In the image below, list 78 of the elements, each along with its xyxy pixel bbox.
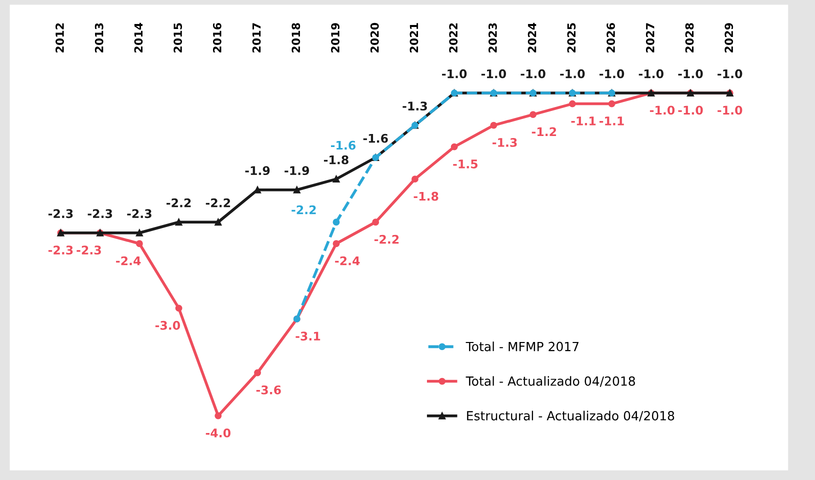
data-label: -2.3 [127,209,152,218]
x-tick-label: 2014 [134,22,143,52]
x-tick-label: 2019 [331,23,340,52]
data-label: -1.0 [678,69,703,78]
x-tick-label: 2015 [174,23,182,52]
data-label: -1.0 [442,69,467,78]
data-label: -1.3 [492,138,517,147]
data-label: -1.0 [678,106,703,115]
data-label: -2.3 [48,246,73,255]
data-label: -4.0 [206,428,230,438]
point [450,143,458,150]
data-label: -1.9 [284,166,310,176]
legend-label: Total - Actualizado 04/2018 [466,376,635,387]
x-tick-label: 2026 [606,22,615,52]
data-label: -2.3 [76,246,101,255]
data-label: -1.0 [718,106,742,115]
data-label: -1.0 [599,69,624,78]
data-label: -1.0 [520,69,546,78]
point [608,100,616,108]
x-tick-label: 2029 [724,23,734,52]
data-label: -1.0 [560,69,585,78]
data-label: -2.4 [116,256,141,266]
data-label: -1.0 [638,69,664,78]
point [254,369,261,376]
point [530,111,537,118]
x-tick-label: 2023 [488,23,497,52]
data-label: -2.2 [292,205,316,214]
data-label: -1.5 [453,160,478,168]
point [372,218,380,226]
x-tick-label: 2027 [646,23,654,52]
data-label: -2.4 [335,256,360,266]
x-tick-label: 2013 [94,23,104,52]
data-label: -2.2 [206,198,230,208]
data-label: -2.2 [166,198,191,208]
x-tick-label: 2025 [567,23,576,52]
point [568,100,576,108]
x-tick-label: 2012 [56,23,64,52]
data-label: -1.6 [330,140,356,150]
x-tick-label: 2021 [410,23,418,52]
point [175,304,182,312]
data-label: -1.2 [532,127,556,136]
data-label: -2.3 [48,209,73,218]
x-tick-label: 2016 [212,22,222,52]
legend-label: Total - MFMP 2017 [466,342,579,352]
point [332,218,340,226]
point [332,176,340,183]
point [214,412,222,420]
data-label: -1.3 [402,102,427,111]
data-label: -1.0 [481,69,506,78]
point [332,240,340,248]
point [490,122,498,129]
data-label: -1.8 [324,155,348,164]
point [411,176,418,183]
data-label: -3.1 [296,332,320,341]
data-label: -1.9 [245,166,270,176]
x-tick-label: 2028 [685,23,694,52]
data-label: -2.2 [374,234,399,244]
point [254,186,261,194]
point [136,229,143,236]
data-label: -1.1 [599,116,624,126]
point [214,218,222,226]
data-label: -1.1 [571,116,596,126]
x-tick-label: 2024 [528,22,536,52]
x-tick-label: 2022 [449,23,458,52]
x-tick-label: 2020 [370,22,379,52]
x-tick-label: 2017 [252,23,261,52]
point [136,240,143,248]
data-label: -2.3 [88,209,112,218]
data-label: -3.6 [256,385,281,394]
data-label: -1.8 [414,192,438,201]
data-label: -1.0 [718,69,742,78]
x-tick-label: 2018 [292,23,300,52]
point [175,218,182,226]
point [293,186,300,194]
data-label: -3.0 [155,320,180,330]
data-label: -1.6 [363,134,388,143]
legend-label: Estructural - Actualizado 04/2018 [467,410,674,422]
data-label: -1.0 [650,106,675,115]
